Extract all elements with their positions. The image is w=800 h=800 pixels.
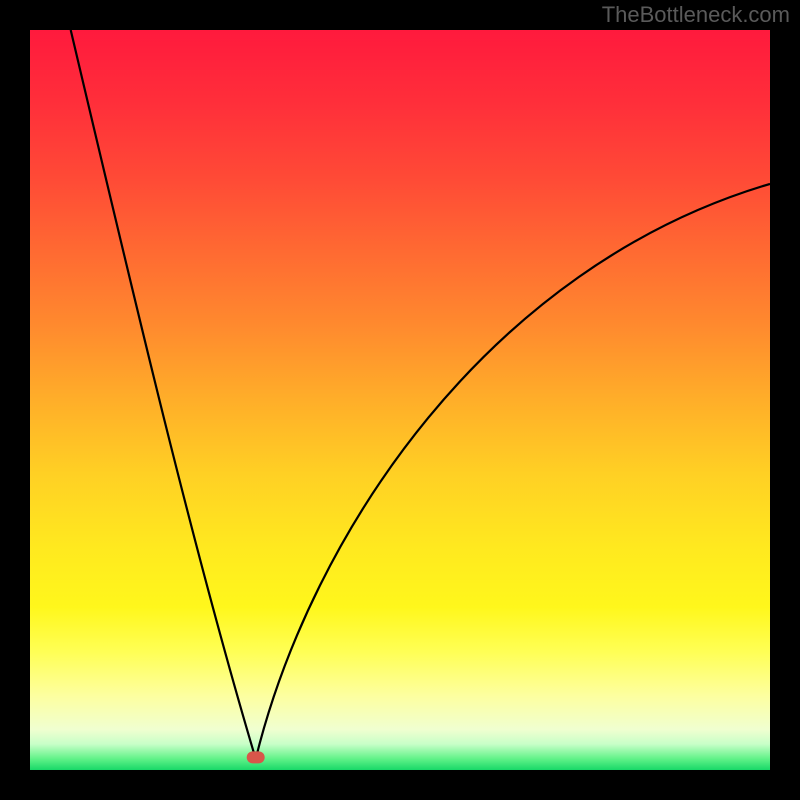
watermark-text: TheBottleneck.com <box>602 2 790 28</box>
chart-container: TheBottleneck.com <box>0 0 800 800</box>
bottleneck-chart <box>0 0 800 800</box>
minimum-marker <box>247 751 265 763</box>
plot-background <box>30 30 770 770</box>
